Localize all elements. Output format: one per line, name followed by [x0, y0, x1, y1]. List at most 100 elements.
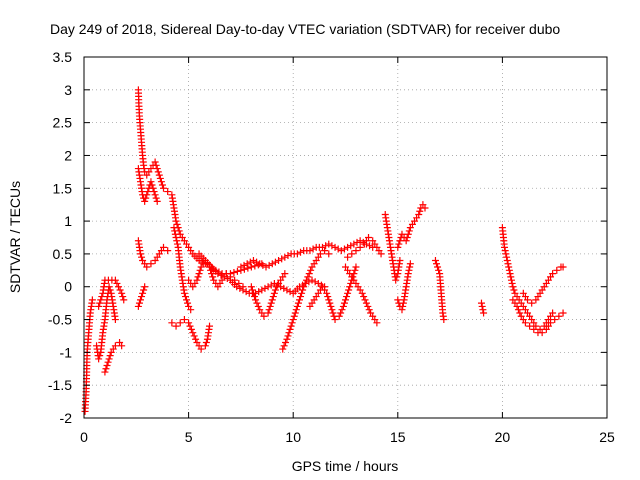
data-point-interp	[253, 258, 261, 266]
data-point-interp	[209, 273, 217, 281]
data-point-interp	[259, 261, 267, 269]
data-point-interp	[345, 286, 353, 294]
data-point-interp	[406, 263, 414, 271]
data-point-interp	[311, 278, 319, 286]
data-point-interp	[271, 286, 279, 294]
data-point	[172, 322, 180, 330]
data-point-interp	[280, 284, 288, 292]
data-point	[141, 197, 149, 205]
data-point-interp	[104, 358, 112, 366]
data-point-interp	[329, 309, 337, 317]
data-point-interp	[399, 302, 407, 310]
data-point	[404, 230, 412, 238]
data-point-interp	[115, 283, 123, 291]
data-point	[344, 243, 352, 251]
chart-title: Day 249 of 2018, Sidereal Day-to-day VTE…	[50, 21, 560, 37]
data-point-interp	[171, 227, 179, 235]
data-point-interp	[479, 306, 487, 314]
y-tick-labels: -2 -1.5 -1 -0.5 0 0.5 1 1.5 2 2.5 3 3.5	[48, 49, 72, 426]
data-point	[323, 289, 331, 297]
data-point	[335, 312, 343, 320]
plot-frame	[83, 56, 608, 419]
x-tick-labels: 0 5 10 15 20 25	[80, 429, 615, 445]
data-point-interp	[405, 266, 413, 274]
data-point-interp	[269, 293, 277, 301]
data-point-interp	[135, 299, 143, 307]
data-point	[524, 296, 532, 304]
data-point	[283, 335, 291, 343]
data-point	[356, 243, 364, 251]
data-point-interp	[395, 240, 403, 248]
data-point	[551, 316, 559, 324]
data-point	[402, 237, 410, 245]
data-point-interp	[271, 258, 279, 266]
y-tick-label: -2	[60, 410, 73, 426]
data-point	[172, 217, 180, 225]
data-point-interp	[207, 266, 215, 274]
data-point	[304, 273, 312, 281]
data-point	[187, 306, 195, 314]
y-tick-label: 0	[64, 279, 72, 295]
data-point	[415, 211, 423, 219]
x-tick-label: 5	[185, 429, 193, 445]
data-point-interp	[503, 256, 511, 264]
data-point-interp	[307, 266, 315, 274]
data-point	[258, 286, 266, 294]
data-point-interp	[173, 240, 181, 248]
y-tick-label: -0.5	[48, 312, 72, 328]
data-point-interp	[156, 174, 164, 182]
y-tick-label: -1.5	[48, 377, 72, 393]
data-point-interp	[250, 293, 258, 301]
data-point	[377, 250, 385, 258]
x-tick-label: 0	[80, 429, 88, 445]
data-point-interp	[340, 245, 348, 253]
data-point	[243, 260, 251, 268]
data-point-interp	[294, 299, 302, 307]
data-point	[356, 237, 364, 245]
data-point-interp	[195, 270, 203, 278]
data-point-interp	[240, 261, 248, 269]
x-axis-label: GPS time / hours	[292, 458, 399, 474]
data-point	[143, 191, 151, 199]
data-point	[268, 260, 276, 268]
data-point-interp	[393, 273, 401, 281]
data-point-interp	[403, 234, 411, 241]
data-point	[344, 253, 352, 261]
data-point	[97, 296, 105, 304]
data-point	[95, 355, 103, 363]
data-point	[153, 165, 161, 173]
data-point	[151, 158, 159, 166]
data-point	[118, 342, 126, 350]
data-point	[185, 319, 193, 327]
data-point-interp	[289, 316, 297, 324]
data-point	[118, 289, 126, 297]
data-point	[404, 270, 412, 278]
data-point	[239, 286, 247, 294]
data-point	[477, 299, 485, 307]
data-point-interp	[435, 266, 443, 274]
data-point	[440, 316, 448, 324]
data-point-interp	[96, 299, 104, 307]
data-point	[193, 276, 201, 284]
data-point	[348, 250, 356, 258]
data-point	[358, 289, 366, 297]
data-point-interp	[337, 309, 345, 317]
x-tick-label: 20	[495, 429, 511, 445]
data-point-interp	[253, 299, 261, 307]
data-point-interp	[202, 339, 210, 347]
data-point	[559, 263, 567, 271]
data-point-interp	[265, 261, 273, 269]
data-point-interp	[173, 237, 181, 245]
x-tick-label: 15	[390, 429, 406, 445]
data-point-interp	[106, 352, 114, 360]
data-point-interp	[244, 264, 252, 272]
data-point-interp	[255, 288, 263, 296]
data-point-interp	[302, 276, 310, 284]
data-point	[553, 266, 561, 274]
data-point	[480, 309, 488, 317]
data-point	[136, 250, 144, 258]
data-point-interp	[365, 306, 373, 314]
data-point	[547, 319, 555, 327]
data-point-interp	[478, 302, 486, 310]
